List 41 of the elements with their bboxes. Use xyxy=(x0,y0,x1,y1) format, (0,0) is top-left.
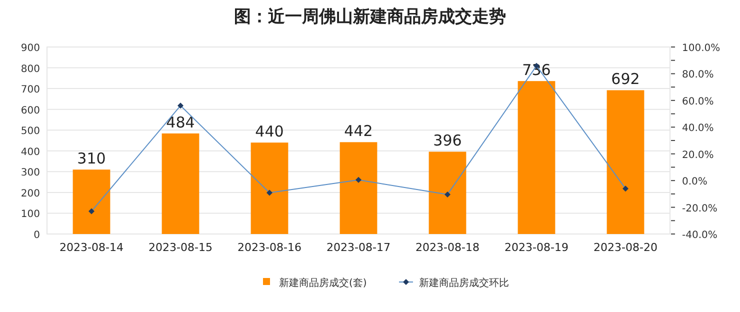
y2-tick-label: -20.0% xyxy=(682,203,718,214)
x-tick-label: 2023-08-15 xyxy=(148,241,212,254)
x-tick-label: 2023-08-18 xyxy=(416,241,480,254)
data-label: 440 xyxy=(255,122,284,141)
bar xyxy=(72,170,110,234)
data-label: 310 xyxy=(77,150,106,168)
y-tick-label: 500 xyxy=(20,126,40,138)
y-tick-label: 200 xyxy=(20,188,40,200)
y-tick-label: 800 xyxy=(20,64,40,75)
y-tick-label: 300 xyxy=(20,168,40,179)
y2-tick-label: 100.0% xyxy=(682,43,720,54)
legend-label: 新建商品房成交环比 xyxy=(419,277,509,289)
data-label: 692 xyxy=(611,70,640,88)
y-tick-label: 0 xyxy=(34,230,40,241)
y-tick-label: 700 xyxy=(20,84,40,96)
y2-tick-label: 60.0% xyxy=(682,96,714,108)
x-tick-label: 2023-08-17 xyxy=(326,241,390,254)
y2-tick-label: 80.0% xyxy=(682,70,714,81)
y2-tick-label: 40.0% xyxy=(682,123,714,134)
x-tick-label: 2023-08-20 xyxy=(594,241,658,254)
chart-title: 图：近一周佛山新建商品房成交走势 xyxy=(234,7,506,27)
x-tick-label: 2023-08-14 xyxy=(60,241,124,254)
bar xyxy=(428,152,466,234)
bar xyxy=(606,90,644,234)
data-label: 396 xyxy=(433,132,462,150)
y-tick-label: 900 xyxy=(20,43,40,54)
y2-tick-label: 0.0% xyxy=(682,176,708,188)
y2-tick-label: 20.0% xyxy=(682,150,714,161)
data-label: 442 xyxy=(344,122,373,140)
bar xyxy=(250,142,288,234)
x-tick-label: 2023-08-19 xyxy=(504,241,568,254)
data-label: 484 xyxy=(166,113,195,132)
bar xyxy=(340,142,378,234)
y-tick-label: 100 xyxy=(20,209,40,220)
y-tick-label: 400 xyxy=(20,146,40,158)
x-tick-label: 2023-08-16 xyxy=(238,241,302,254)
bar xyxy=(518,81,556,234)
y2-tick-label: -40.0% xyxy=(682,230,718,241)
legend-label: 新建商品房成交(套) xyxy=(279,277,367,289)
y-tick-label: 600 xyxy=(20,105,40,116)
bar xyxy=(162,133,200,234)
